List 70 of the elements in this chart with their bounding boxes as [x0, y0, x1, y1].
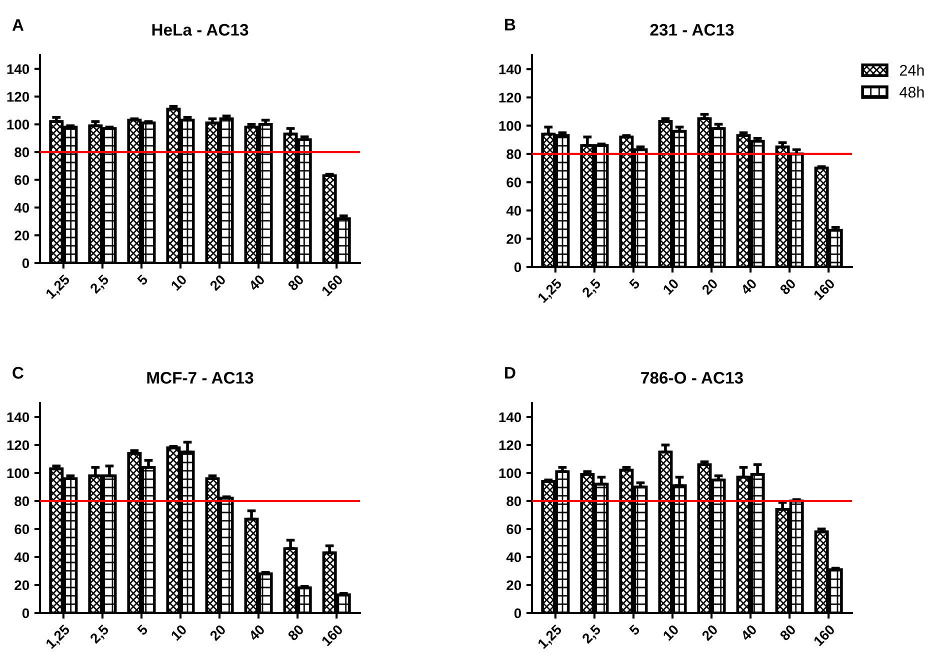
- y-tick-label: 40: [14, 202, 30, 213]
- text: A: [12, 19, 24, 31]
- chart-title: 231 - AC13: [650, 24, 734, 36]
- y-tick-label: 0: [514, 262, 522, 272]
- x-tick-label: 40: [740, 624, 758, 642]
- y-tick-label: 140: [499, 412, 522, 422]
- x-tick-label: 10: [662, 278, 680, 295]
- x-tick-label: 160: [813, 624, 836, 646]
- x-tick-label: 5: [136, 274, 148, 286]
- y-tick-label: 140: [499, 64, 522, 74]
- chart-title: HeLa - AC13: [152, 24, 248, 36]
- y-tick-label: 120: [7, 92, 30, 102]
- y-tick-label: 60: [506, 524, 522, 534]
- y-tick-label: 40: [506, 552, 522, 562]
- chart-title: MCF-7 - AC13: [147, 372, 254, 384]
- y-tick-label: 100: [7, 120, 30, 130]
- x-tick-label: 80: [287, 624, 304, 642]
- text: C: [12, 366, 24, 379]
- y-tick-label: 20: [14, 580, 30, 590]
- x-tick-label: 40: [248, 274, 266, 292]
- x-tick-label: 20: [209, 624, 226, 642]
- y-tick-label: 120: [499, 92, 522, 103]
- y-tick-label: 60: [14, 524, 30, 534]
- text: B: [505, 18, 516, 30]
- y-tick-label: 20: [506, 234, 522, 244]
- legend-label: 24h: [900, 64, 924, 76]
- x-tick-label: 160: [813, 278, 836, 300]
- x-tick-label: 2,5: [581, 278, 603, 300]
- x-tick-label: 160: [321, 274, 344, 296]
- y-tick-label: 100: [499, 121, 522, 131]
- y-tick-label: 140: [7, 412, 30, 422]
- x-tick-label: 80: [779, 278, 796, 296]
- x-tick-label: 20: [701, 278, 718, 296]
- x-tick-label: 10: [662, 624, 680, 641]
- y-tick-label: 120: [499, 440, 522, 450]
- x-tick-label: 10: [170, 274, 188, 291]
- y-tick-label: 80: [506, 149, 522, 160]
- y-tick-label: 60: [506, 178, 522, 188]
- y-tick-label: 40: [14, 552, 30, 562]
- x-tick-label: 40: [248, 624, 266, 642]
- x-tick-label: 5: [628, 278, 640, 290]
- x-tick-label: 40: [740, 278, 758, 296]
- x-tick-label: 10: [170, 624, 188, 641]
- y-tick-label: 100: [7, 468, 30, 478]
- x-tick-label: 5: [628, 624, 640, 636]
- legend-label: 48h: [900, 86, 924, 98]
- text: D: [505, 367, 516, 379]
- y-tick-label: 140: [7, 64, 30, 74]
- y-tick-label: 120: [7, 440, 30, 450]
- y-tick-label: 20: [14, 230, 30, 240]
- y-tick-label: 80: [506, 496, 522, 506]
- y-tick-label: 80: [14, 147, 30, 158]
- y-tick-label: 100: [499, 468, 522, 478]
- y-tick-label: 40: [506, 206, 522, 216]
- x-tick-label: 20: [209, 274, 226, 292]
- y-tick-label: 80: [14, 496, 30, 506]
- y-tick-label: 0: [514, 608, 522, 618]
- chart-title: 786-O - AC13: [641, 372, 743, 384]
- x-tick-label: 20: [701, 624, 718, 642]
- y-tick-label: 0: [22, 608, 30, 618]
- x-tick-label: 160: [321, 624, 344, 646]
- x-tick-label: 80: [287, 274, 304, 292]
- y-tick-label: 60: [14, 175, 30, 185]
- y-tick-label: 0: [22, 258, 30, 268]
- x-tick-label: 2,5: [89, 274, 111, 296]
- y-tick-label: 20: [506, 580, 522, 590]
- x-tick-label: 5: [136, 624, 148, 636]
- x-tick-label: 2,5: [89, 624, 111, 646]
- x-tick-label: 80: [779, 624, 796, 642]
- x-tick-label: 2,5: [581, 624, 603, 646]
